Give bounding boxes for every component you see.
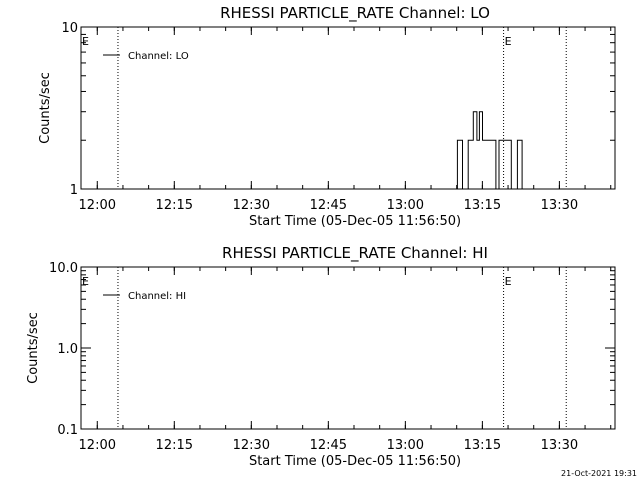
event-marker: E [505,275,512,288]
y-axis-label: Counts/sec [26,312,41,384]
panel-hi: RHESSI PARTICLE_RATE Channel: HI Counts/s… [26,244,616,469]
series-line [456,111,523,190]
x-tick-label: 12:15 [156,198,193,213]
y-tick-label: 10 [61,21,78,36]
legend-label: Channel: HI [128,291,186,302]
x-tick-label: 12:30 [233,198,270,213]
x-tick-label: 12:45 [310,438,347,453]
y-tick-label: 1.0 [57,342,78,357]
x-tick-label: 13:30 [541,198,578,213]
x-tick-label: 12:45 [310,198,347,213]
x-tick-label: 12:00 [79,198,116,213]
y-tick-label: 0.1 [57,423,78,438]
x-tick-label: 12:30 [233,438,270,453]
x-tick-label: 13:15 [464,198,501,213]
panel-lo: RHESSI PARTICLE_RATE Channel: LO Counts/s… [38,4,616,229]
event-marker: E [505,35,512,48]
x-axis-label: Start Time (05-Dec-05 11:56:50) [249,214,461,229]
x-axis-label: Start Time (05-Dec-05 11:56:50) [249,454,461,469]
plot-frame [80,26,616,190]
event-marker: E [82,275,89,288]
event-marker: E [82,35,89,48]
y-tick-label: 1 [70,183,78,198]
legend-label: Channel: LO [128,51,189,62]
x-tick-label: 13:00 [387,198,424,213]
chart-title: RHESSI PARTICLE_RATE Channel: LO [220,4,490,23]
x-tick-label: 13:30 [541,438,578,453]
footer-timestamp: 21-Oct-2021 19:31 [561,469,637,478]
y-tick-label: 10.0 [49,261,78,276]
x-tick-label: 12:15 [156,438,193,453]
x-tick-label: 13:15 [464,438,501,453]
y-axis-label: Counts/sec [38,72,53,144]
chart-title: RHESSI PARTICLE_RATE Channel: HI [222,244,488,263]
x-tick-label: 13:00 [387,438,424,453]
x-tick-label: 12:00 [79,438,116,453]
